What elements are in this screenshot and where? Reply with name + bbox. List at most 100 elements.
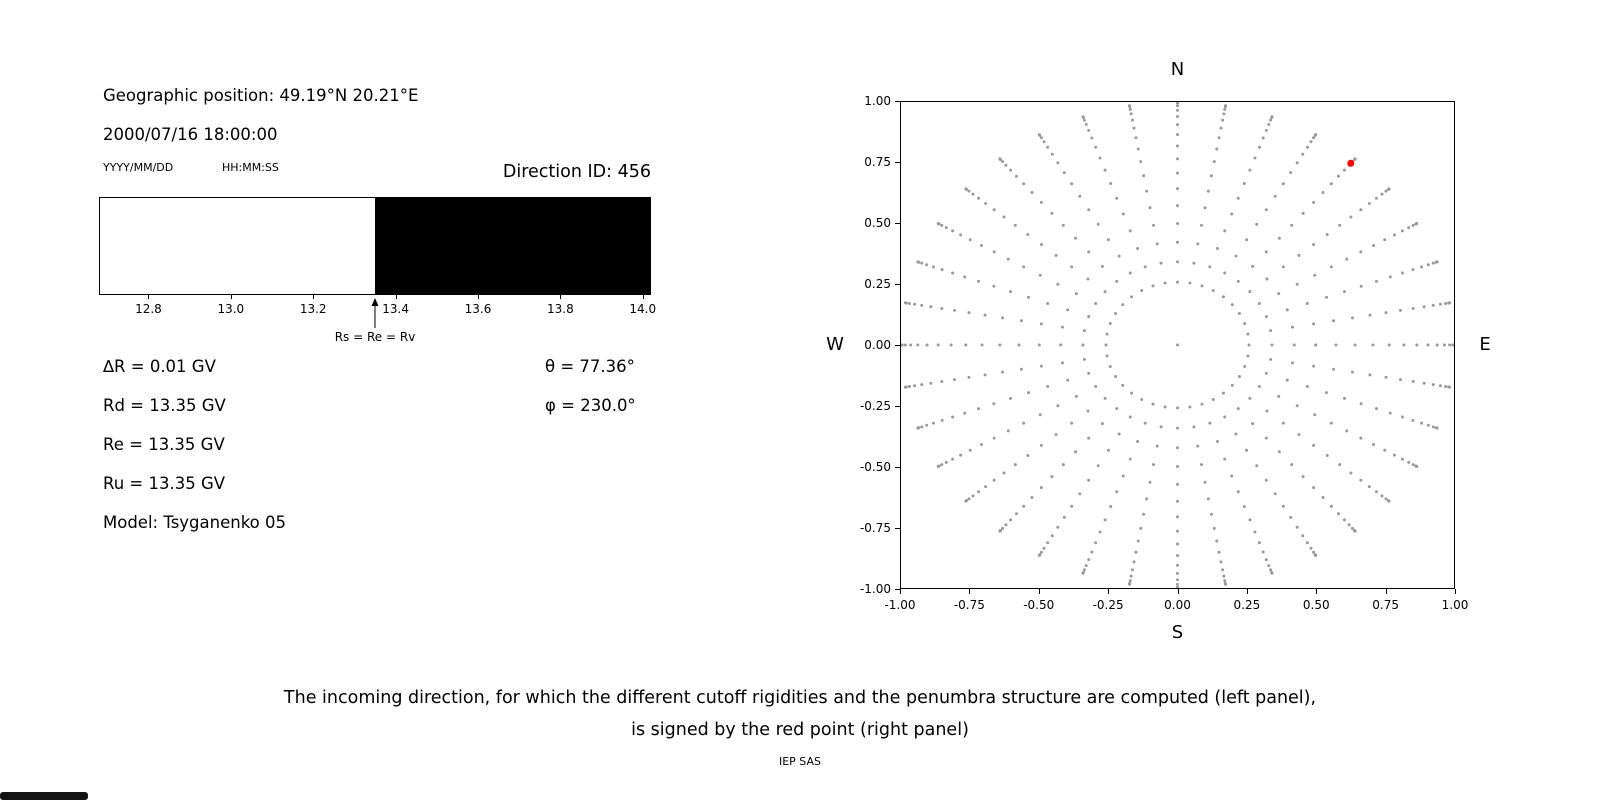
gray-dot bbox=[1026, 233, 1030, 237]
gray-dot bbox=[1132, 560, 1136, 564]
gray-dot bbox=[920, 425, 924, 429]
gray-dot bbox=[1230, 474, 1234, 478]
scatter-points-layer bbox=[901, 102, 1454, 588]
gray-dot bbox=[1130, 118, 1134, 122]
gray-dot bbox=[1291, 325, 1295, 329]
gray-dot bbox=[1347, 523, 1351, 527]
gray-dot bbox=[1337, 512, 1340, 516]
gray-dot bbox=[949, 343, 953, 347]
gray-dot bbox=[967, 311, 971, 315]
gray-dot bbox=[1338, 223, 1342, 227]
gray-dot bbox=[1208, 421, 1212, 425]
gray-dot bbox=[1103, 290, 1107, 294]
scatter-y-tick-label: -1.00 bbox=[859, 582, 891, 596]
gray-dot bbox=[1203, 206, 1207, 210]
gray-dot bbox=[1217, 550, 1221, 554]
gray-dot bbox=[931, 421, 935, 425]
gray-dot bbox=[1257, 301, 1261, 305]
gray-dot bbox=[1082, 568, 1086, 572]
gray-dot bbox=[1203, 480, 1207, 484]
gray-dot bbox=[1176, 482, 1179, 486]
gray-dot bbox=[1130, 295, 1134, 299]
penumbra-tick-mark bbox=[642, 295, 644, 299]
gray-dot bbox=[1148, 480, 1152, 484]
gray-dot bbox=[1002, 215, 1006, 219]
param-rd: Rd = 13.35 GV bbox=[103, 396, 226, 415]
gray-dot bbox=[1206, 189, 1210, 193]
credit-text: IEP SAS bbox=[778, 755, 822, 768]
gray-dot bbox=[1221, 391, 1225, 395]
gray-dot bbox=[1087, 208, 1091, 212]
gray-dot bbox=[1291, 361, 1295, 365]
gray-dot bbox=[1312, 486, 1316, 490]
gray-dot bbox=[1136, 440, 1140, 443]
gray-dot bbox=[1108, 321, 1112, 325]
gray-dot bbox=[1223, 579, 1227, 583]
gray-dot bbox=[944, 460, 948, 464]
gray-dot bbox=[1321, 495, 1325, 499]
gray-dot bbox=[1452, 343, 1454, 347]
penumbra-tick-mark bbox=[230, 295, 232, 299]
gray-dot bbox=[1087, 250, 1091, 254]
caption-line-2: is signed by the red point (right panel) bbox=[631, 720, 969, 740]
gray-dot bbox=[1001, 316, 1005, 320]
gray-dot bbox=[1277, 292, 1281, 296]
gray-dot bbox=[1151, 402, 1155, 406]
gray-dot bbox=[964, 343, 968, 347]
gray-dot bbox=[1342, 168, 1346, 172]
gray-dot bbox=[1247, 343, 1251, 347]
gray-dot bbox=[1098, 530, 1102, 534]
gray-dot bbox=[967, 375, 971, 379]
scatter-y-tick-label: 0.00 bbox=[864, 338, 891, 352]
gray-dot bbox=[940, 268, 944, 272]
penumbra-tick-label: 13.2 bbox=[299, 302, 327, 316]
gray-dot bbox=[1006, 429, 1010, 433]
gray-dot bbox=[1090, 550, 1094, 554]
gray-dot bbox=[1200, 463, 1203, 467]
gray-dot bbox=[1435, 343, 1439, 347]
gray-dot bbox=[1372, 443, 1376, 447]
gray-dot bbox=[1109, 504, 1113, 508]
gray-dot bbox=[992, 284, 996, 288]
gray-dot bbox=[1039, 443, 1043, 447]
gray-dot bbox=[992, 436, 996, 440]
gray-dot bbox=[1314, 133, 1318, 137]
gray-dot bbox=[1206, 497, 1210, 501]
gray-dot bbox=[1176, 515, 1179, 519]
gray-dot bbox=[951, 229, 955, 233]
gray-dot bbox=[1371, 343, 1375, 347]
gray-dot bbox=[963, 275, 967, 279]
gray-dot bbox=[1236, 279, 1240, 283]
gray-dot bbox=[1121, 474, 1125, 478]
gray-dot bbox=[1176, 563, 1179, 567]
scatter-x-tick-mark bbox=[1177, 589, 1179, 594]
gray-dot bbox=[1380, 494, 1384, 498]
gray-dot bbox=[1400, 415, 1404, 419]
gray-dot bbox=[1211, 289, 1215, 293]
gray-dot bbox=[1374, 279, 1378, 283]
gray-dot bbox=[1100, 264, 1104, 268]
gray-dot bbox=[1305, 385, 1309, 389]
scatter-x-tick-label: -0.25 bbox=[1092, 598, 1124, 612]
gray-dot bbox=[1039, 136, 1043, 140]
gray-dot bbox=[1129, 574, 1133, 578]
gray-dot bbox=[977, 196, 981, 200]
gray-dot bbox=[940, 223, 944, 227]
gray-dot bbox=[1438, 302, 1442, 306]
gray-dot bbox=[998, 157, 1002, 161]
gray-dot bbox=[1223, 107, 1227, 111]
gray-dot bbox=[1117, 432, 1121, 436]
gray-dot bbox=[1353, 529, 1357, 533]
gray-dot bbox=[1212, 160, 1216, 164]
gray-dot bbox=[1349, 215, 1353, 219]
gray-dot bbox=[1176, 465, 1179, 468]
gray-dot bbox=[1257, 145, 1261, 149]
gray-dot bbox=[1431, 425, 1435, 429]
gray-dot bbox=[1215, 539, 1219, 543]
gray-dot bbox=[1368, 373, 1372, 377]
time-format-label: HH:MM:SS bbox=[222, 161, 279, 174]
gray-dot bbox=[1039, 322, 1043, 326]
gray-dot bbox=[1148, 206, 1152, 210]
gray-dot bbox=[1422, 305, 1426, 309]
gray-dot bbox=[992, 478, 996, 482]
